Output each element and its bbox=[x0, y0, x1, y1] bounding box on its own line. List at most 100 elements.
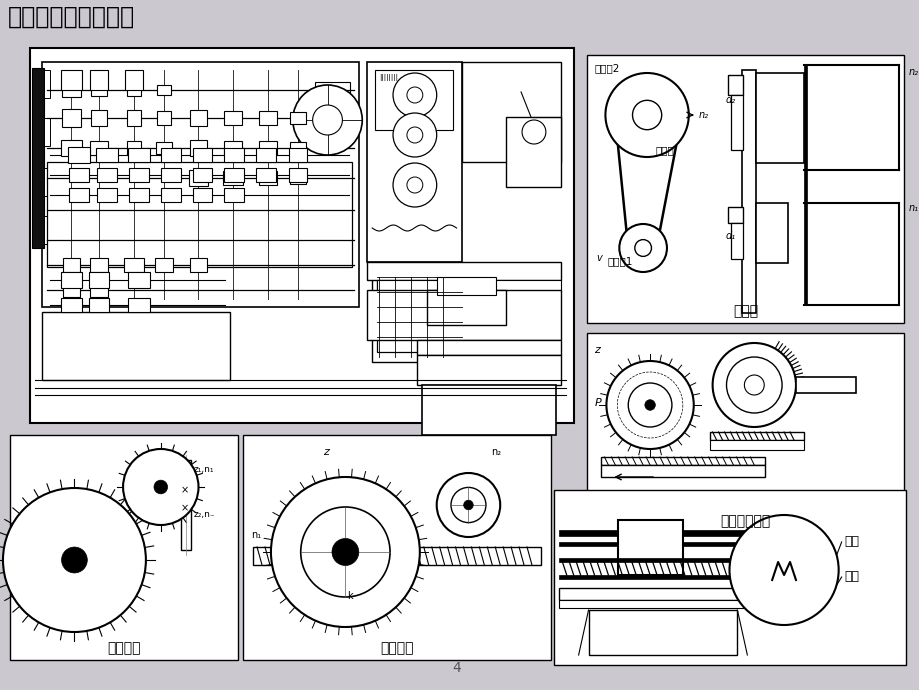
Circle shape bbox=[406, 127, 423, 143]
Bar bbox=[259, 141, 277, 155]
Bar bbox=[416, 355, 561, 385]
Bar bbox=[372, 272, 466, 362]
Bar bbox=[124, 258, 143, 272]
Bar bbox=[755, 73, 803, 163]
Circle shape bbox=[618, 224, 666, 272]
Bar bbox=[421, 385, 555, 435]
Bar bbox=[189, 110, 207, 126]
Bar bbox=[61, 272, 83, 288]
Bar bbox=[70, 188, 89, 202]
Text: P: P bbox=[594, 398, 601, 408]
Bar bbox=[461, 62, 561, 162]
Text: 从动轮1: 从动轮1 bbox=[607, 256, 632, 266]
Circle shape bbox=[712, 343, 795, 427]
Bar bbox=[601, 457, 765, 465]
Bar bbox=[224, 148, 244, 162]
Bar bbox=[803, 65, 806, 305]
Circle shape bbox=[605, 73, 688, 157]
Bar bbox=[97, 168, 117, 182]
Circle shape bbox=[271, 477, 419, 627]
Bar bbox=[259, 171, 277, 185]
Bar bbox=[601, 465, 765, 477]
Circle shape bbox=[437, 473, 500, 537]
Bar bbox=[125, 70, 142, 90]
Text: 传送带: 传送带 bbox=[654, 145, 673, 155]
Bar bbox=[47, 162, 352, 267]
Circle shape bbox=[606, 361, 693, 449]
Bar bbox=[586, 55, 903, 323]
Bar bbox=[289, 142, 305, 154]
Bar bbox=[367, 262, 561, 280]
Bar bbox=[558, 558, 762, 562]
Bar bbox=[189, 140, 207, 156]
Circle shape bbox=[406, 87, 423, 103]
Bar bbox=[426, 290, 505, 325]
Bar bbox=[43, 168, 50, 196]
Bar bbox=[70, 168, 89, 182]
Bar bbox=[755, 203, 788, 263]
Text: n₂: n₂ bbox=[698, 110, 708, 120]
Bar bbox=[224, 188, 244, 202]
Text: 齿轮齿条传动: 齿轮齿条传动 bbox=[720, 514, 769, 528]
Text: 从动轮2: 从动轮2 bbox=[594, 63, 619, 73]
Text: 螺母: 螺母 bbox=[844, 535, 858, 548]
Bar bbox=[253, 547, 540, 565]
Bar bbox=[314, 82, 350, 96]
Bar bbox=[709, 432, 803, 440]
Bar bbox=[90, 283, 108, 297]
Bar bbox=[742, 70, 755, 313]
Bar bbox=[90, 141, 108, 155]
Bar bbox=[391, 577, 401, 591]
Text: d₂: d₂ bbox=[725, 95, 735, 105]
Bar bbox=[437, 277, 495, 295]
Bar bbox=[243, 435, 550, 660]
Circle shape bbox=[632, 100, 661, 130]
Bar bbox=[128, 272, 150, 288]
Bar bbox=[96, 148, 118, 162]
Bar bbox=[505, 117, 561, 187]
Bar bbox=[89, 298, 109, 312]
Bar bbox=[558, 530, 762, 536]
Bar bbox=[289, 148, 306, 162]
Bar bbox=[29, 48, 573, 423]
Bar bbox=[731, 223, 743, 259]
Text: z₂,n₋: z₂,n₋ bbox=[193, 510, 215, 519]
Bar bbox=[558, 588, 762, 600]
Bar bbox=[43, 118, 50, 146]
Circle shape bbox=[521, 120, 545, 144]
Bar bbox=[553, 490, 905, 665]
Bar bbox=[61, 140, 83, 156]
Bar bbox=[62, 283, 80, 297]
Bar bbox=[289, 168, 306, 182]
Bar bbox=[91, 84, 108, 96]
Bar bbox=[337, 577, 347, 591]
Bar bbox=[375, 70, 452, 130]
Text: z: z bbox=[594, 345, 600, 355]
Bar bbox=[289, 112, 305, 124]
Bar bbox=[618, 520, 682, 575]
Bar bbox=[323, 120, 342, 134]
Bar bbox=[377, 280, 561, 292]
Bar bbox=[558, 542, 762, 546]
Bar bbox=[223, 171, 243, 185]
Text: 机床上的常用传动副: 机床上的常用传动副 bbox=[8, 5, 135, 29]
Circle shape bbox=[3, 488, 146, 632]
Circle shape bbox=[729, 515, 838, 625]
Bar bbox=[156, 111, 171, 125]
Bar bbox=[154, 258, 173, 272]
Bar bbox=[224, 141, 242, 155]
Text: n₂: n₂ bbox=[491, 447, 501, 457]
Bar bbox=[188, 170, 209, 186]
Bar bbox=[161, 188, 180, 202]
Bar bbox=[97, 188, 117, 202]
Bar bbox=[128, 148, 150, 162]
Bar bbox=[62, 258, 80, 272]
Bar bbox=[32, 68, 43, 248]
Circle shape bbox=[463, 500, 472, 510]
Circle shape bbox=[332, 538, 358, 566]
Circle shape bbox=[301, 507, 390, 597]
Bar bbox=[62, 109, 81, 127]
Text: d₁: d₁ bbox=[725, 231, 735, 241]
Bar bbox=[192, 168, 212, 182]
Circle shape bbox=[743, 375, 764, 395]
